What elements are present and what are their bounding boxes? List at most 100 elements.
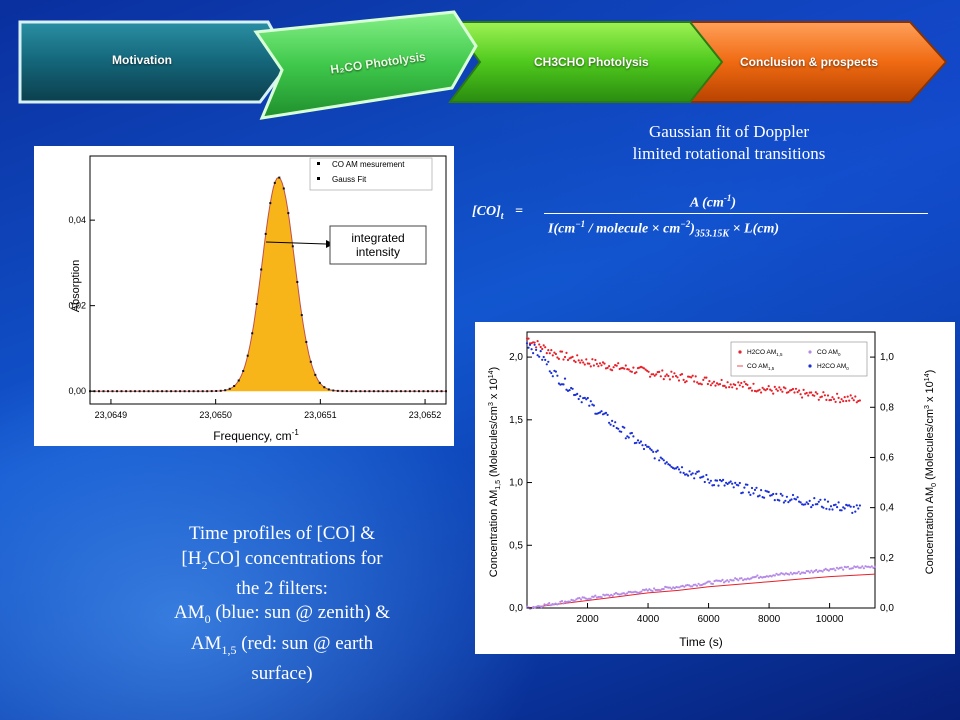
time-series-point: [630, 431, 633, 435]
time-series-point: [700, 383, 703, 386]
time-series-point: [726, 579, 729, 582]
time-series-point: [589, 365, 592, 368]
time-series-point: [859, 566, 862, 569]
time-series-point: [670, 370, 673, 373]
time-series-point: [715, 382, 719, 385]
formula-den-sup1: −1: [575, 219, 586, 229]
time-series-point: [550, 371, 553, 375]
time-caption-line1: Time profiles of [CO] &: [188, 523, 376, 544]
time-series-point: [582, 361, 585, 364]
formula-numerator: A (cm-1): [690, 193, 736, 212]
time-series-point: [647, 370, 650, 373]
time-series-point: [681, 584, 684, 587]
time-series-point: [554, 352, 557, 356]
time-legend-h2co-am0: H2CO AM0: [817, 363, 849, 371]
time-series-point: [705, 581, 708, 584]
gauss-measurement-point: [237, 379, 240, 382]
time-series-point: [539, 350, 542, 353]
time-series-point: [784, 499, 787, 502]
time-series-point: [800, 571, 803, 574]
time-series-point: [738, 481, 741, 485]
time-series-point: [654, 588, 657, 592]
time-series-point: [539, 345, 542, 349]
time-series-point: [832, 567, 835, 570]
time-x-tick-label: 10000: [816, 614, 844, 625]
time-caption-line5-a: AM: [190, 632, 222, 654]
time-series-point: [651, 590, 654, 593]
formula-den-part1: I(cm: [548, 221, 576, 237]
time-series-point: [644, 368, 647, 371]
time-series-point: [606, 366, 609, 369]
time-series-point: [656, 449, 659, 452]
gauss-measurement-point: [350, 390, 353, 393]
gauss-measurement-point: [233, 385, 236, 387]
time-legend-h2co-am0-sub: 0: [846, 366, 849, 371]
nav-tab-motivation[interactable]: Motivation: [112, 53, 172, 67]
time-series-point: [869, 566, 872, 569]
time-series-point: [604, 411, 608, 414]
gauss-measurement-point: [242, 370, 245, 372]
formula-den-part3: ): [690, 221, 695, 237]
nav-tab-shape-h2co[interactable]: [253, 10, 478, 120]
time-series-point: [588, 362, 591, 365]
gauss-measurement-point: [422, 390, 425, 393]
time-series-point: [740, 381, 743, 385]
time-series-point: [727, 580, 730, 583]
time-series-point: [649, 375, 652, 378]
time-profile-caption: Time profiles of [CO] & [H2CO] concentra…: [132, 522, 432, 686]
time-series-point: [589, 597, 592, 600]
time-series-point: [598, 362, 602, 365]
time-caption-line5-b: (red: sun @ earth: [236, 632, 374, 654]
time-series-point: [692, 583, 695, 586]
time-series-point: [583, 596, 586, 599]
time-series-point: [855, 504, 858, 507]
time-series-point: [735, 578, 738, 581]
time-series-point: [731, 386, 734, 389]
gauss-measurement-point: [336, 389, 339, 392]
time-series-point: [737, 579, 740, 582]
time-series-point: [823, 394, 826, 397]
nav-tab-shape-motivation[interactable]: [18, 20, 292, 104]
gauss-annotation-line: [265, 241, 327, 245]
time-y-right-tick-label: 0,4: [880, 503, 894, 514]
time-series-point: [828, 508, 831, 511]
time-y-right-label-text: Concentration AM: [924, 487, 936, 574]
gauss-measurement-point: [287, 212, 290, 215]
time-series-point: [813, 497, 816, 500]
formula-numerator-sup: -1: [723, 193, 732, 203]
gauss-measurement-point: [98, 390, 100, 393]
time-series-point: [528, 343, 532, 346]
time-y-right-ticks: 0,0 0,2 0,4 0,6 0,8 1,0: [870, 352, 894, 614]
nav-tab-conclusion[interactable]: Conclusion & prospects: [740, 55, 879, 69]
time-series-point: [609, 423, 612, 426]
formula-den-part4: × L(cm): [729, 221, 780, 237]
time-series-point: [787, 501, 790, 504]
time-series-point: [597, 365, 600, 368]
formula-den-sup2: −2: [680, 219, 691, 229]
time-series-point: [730, 579, 734, 582]
time-y-left-label-sup1: 3: [488, 402, 495, 406]
time-series-point: [551, 354, 554, 357]
time-series-point: [653, 587, 656, 590]
time-series-point: [527, 346, 530, 349]
gauss-x-tick-label: 23,0649: [95, 410, 128, 420]
time-series-point: [817, 398, 820, 401]
time-series-point: [662, 378, 665, 381]
time-series-point: [611, 594, 614, 597]
time-series-point: [787, 391, 790, 394]
time-series-point: [562, 602, 565, 605]
time-series-point: [668, 464, 671, 467]
nav-tab-shape-ch3cho[interactable]: [448, 21, 724, 103]
time-series-point: [612, 366, 615, 369]
time-series-point: [644, 443, 647, 447]
time-series-point: [810, 569, 813, 572]
nav-tab-ch3cho-photolysis[interactable]: CH3CHO Photolysis: [534, 55, 649, 69]
gauss-annotation-line1: integrated: [351, 231, 404, 245]
gaussian-fit-caption: Gaussian fit of Doppler limited rotation…: [598, 121, 860, 165]
time-series-point: [603, 362, 606, 365]
time-series-point: [846, 565, 850, 568]
time-series-point: [573, 359, 576, 362]
time-series-point: [700, 583, 703, 587]
time-series-point: [697, 470, 700, 473]
time-series-point: [702, 378, 705, 381]
